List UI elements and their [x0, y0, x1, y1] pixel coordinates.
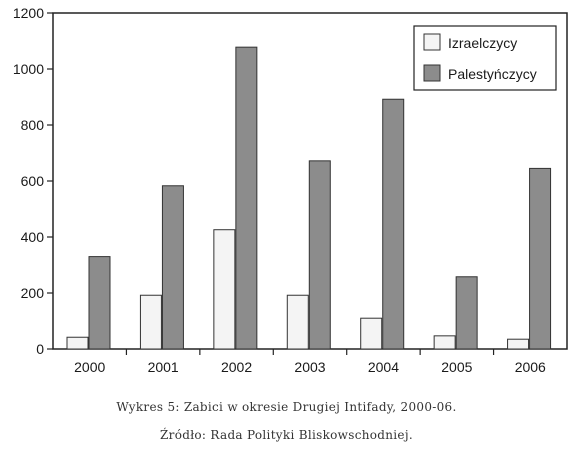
bar-palestynczycy-2000 [88, 256, 111, 350]
x-tick-label: 2004 [368, 359, 399, 375]
legend-label-izraelczycy: Izraelczycy [448, 35, 517, 51]
bar-palestynczycy-2006 [529, 167, 552, 350]
x-tick-label: 2006 [515, 359, 546, 375]
y-tick-label: 600 [21, 173, 45, 189]
y-axis: 0 200 400 600 800 1000 1200 [13, 5, 53, 357]
bar-izraelczycy-2001 [139, 294, 162, 350]
bar-izraelczycy-2004 [360, 317, 383, 350]
bar-izraelczycy-2002 [213, 229, 236, 350]
y-tick-label: 400 [21, 229, 45, 245]
y-tick-label: 800 [21, 117, 45, 133]
x-tick-label: 2001 [148, 359, 179, 375]
x-axis: 2000 2001 2002 2003 2004 2005 2006 [74, 349, 546, 375]
x-tick-label: 2000 [74, 359, 105, 375]
y-tick-label: 200 [21, 285, 45, 301]
y-tick-label: 0 [36, 341, 44, 357]
x-tick-label: 2002 [221, 359, 252, 375]
y-tick-label: 1200 [13, 5, 44, 21]
bar-izraelczycy-2005 [433, 335, 456, 350]
x-tick-label: 2003 [294, 359, 325, 375]
y-tick-label: 1000 [13, 61, 44, 77]
legend-swatch-izraelczycy [423, 33, 441, 51]
bar-palestynczycy-2005 [455, 276, 478, 350]
bar-izraelczycy-2003 [286, 294, 309, 350]
legend-label-palestynczycy: Palestyńczycy [448, 66, 537, 82]
x-tick-label: 2005 [441, 359, 472, 375]
bar-series [66, 46, 552, 350]
legend-swatch-palestynczycy [423, 64, 441, 82]
bar-izraelczycy-2000 [66, 336, 89, 350]
bar-izraelczycy-2006 [507, 338, 530, 350]
chart-source: Źródło: Rada Polityki Bliskowschodniej. [160, 428, 413, 442]
bar-palestynczycy-2003 [308, 160, 331, 350]
legend: Izraelczycy Palestyńczycy [413, 25, 557, 91]
bar-palestynczycy-2001 [161, 185, 184, 350]
chart-caption: Wykres 5: Zabici w okresie Drugiej Intif… [116, 400, 457, 414]
bar-palestynczycy-2002 [235, 46, 258, 350]
bar-palestynczycy-2004 [382, 98, 405, 350]
